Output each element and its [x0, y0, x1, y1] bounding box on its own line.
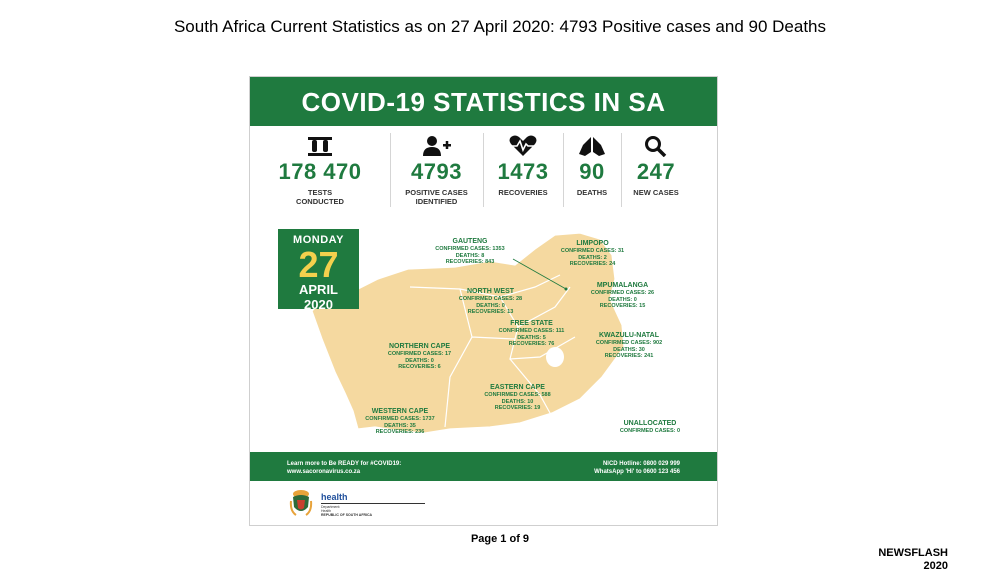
- stat-value: 178 470: [278, 159, 362, 184]
- coat-of-arms-icon: [289, 490, 313, 516]
- stat-tests: 178 470 TESTS CONDUCTED: [250, 133, 390, 211]
- footer-left: Learn more to Be READY for #COVID19: www…: [287, 461, 402, 475]
- stat-value: 247: [636, 159, 676, 184]
- health-department-logo: health Department: Health REPUBLIC OF SO…: [288, 489, 428, 519]
- date-year: 2020: [304, 297, 333, 312]
- stat-value: 1473: [497, 159, 549, 184]
- stat-recoveries: 1473 RECOVERIES: [483, 133, 563, 211]
- divider: [483, 133, 484, 207]
- region-kwazulu-natal: KWAZULU-NATAL CONFIRMED CASES: 902 DEATH…: [595, 332, 663, 359]
- stat-value: 4793: [411, 159, 462, 184]
- divider: [621, 133, 622, 207]
- test-tubes-icon: [250, 133, 390, 159]
- region-free-state: FREE STATE CONFIRMED CASES: 111 DEATHS: …: [498, 320, 565, 347]
- region-eastern-cape: EASTERN CAPE CONFIRMED CASES: 588 DEATHS…: [484, 384, 551, 411]
- logo-rule: [321, 503, 425, 504]
- stat-positive-cases: 4793 POSITIVE CASES IDENTIFIED: [390, 133, 483, 211]
- person-plus-icon: [390, 133, 483, 159]
- website-link[interactable]: www.sacoronavirus.co.za: [287, 469, 361, 475]
- infographic-banner: COVID-19 STATISTICS IN SA: [250, 77, 717, 126]
- date-day: MONDAY: [293, 234, 344, 246]
- stat-label: NEW CASES: [633, 188, 679, 197]
- logo-department: Department: Health: [321, 505, 341, 513]
- stat-deaths: 90 DEATHS: [563, 133, 621, 211]
- stat-label: POSITIVE CASES IDENTIFIED: [405, 188, 468, 206]
- heartbeat-icon: [483, 133, 563, 159]
- covid-infographic: COVID-19 STATISTICS IN SA 178 470 TESTS …: [249, 76, 718, 526]
- footer-right: NICD Hotline: 0800 029 999 WhatsApp 'Hi'…: [594, 461, 680, 475]
- magnifier-icon: [621, 133, 691, 159]
- stat-label: DEATHS: [576, 188, 608, 197]
- region-unallocated: UNALLOCATED CONFIRMED CASES: 0: [619, 420, 681, 434]
- region-western-cape: WESTERN CAPE CONFIRMED CASES: 1737 DEATH…: [365, 408, 435, 435]
- newsflash-label: NEWSFLASH 2020: [878, 547, 948, 572]
- divider: [563, 133, 564, 207]
- date-number: 27: [298, 244, 339, 285]
- date-month: APRIL: [299, 282, 338, 297]
- stat-label: TESTS CONDUCTED: [296, 188, 344, 206]
- stat-label: RECOVERIES: [498, 188, 548, 197]
- stat-new-cases: 247 NEW CASES: [621, 133, 691, 211]
- region-gauteng: GAUTENG CONFIRMED CASES: 1353 DEATHS: 8 …: [435, 238, 505, 265]
- logo-health-text: health: [321, 492, 348, 502]
- region-limpopo: LIMPOPO CONFIRMED CASES: 31 DEATHS: 2 RE…: [560, 240, 625, 267]
- stat-value: 90: [579, 159, 605, 184]
- page-number: Page 1 of 9: [470, 533, 530, 545]
- praying-hands-icon: [563, 133, 621, 159]
- divider: [390, 133, 391, 207]
- stats-row: 178 470 TESTS CONDUCTED 4793 POSITIVE CA…: [250, 133, 717, 211]
- document-title: South Africa Current Statistics as on 27…: [173, 17, 827, 36]
- infographic-footer: Learn more to Be READY for #COVID19: www…: [250, 452, 717, 481]
- region-mpumalanga: MPUMALANGA CONFIRMED CASES: 26 DEATHS: 0…: [590, 282, 655, 309]
- date-badge: MONDAY 27 APRIL 2020: [278, 229, 359, 312]
- region-north-west: NORTH WEST CONFIRMED CASES: 28 DEATHS: 0…: [458, 288, 523, 315]
- south-africa-map: [311, 232, 625, 434]
- region-northern-cape: NORTHERN CAPE CONFIRMED CASES: 17 DEATHS…: [387, 343, 452, 370]
- logo-rsa: REPUBLIC OF SOUTH AFRICA: [321, 513, 373, 517]
